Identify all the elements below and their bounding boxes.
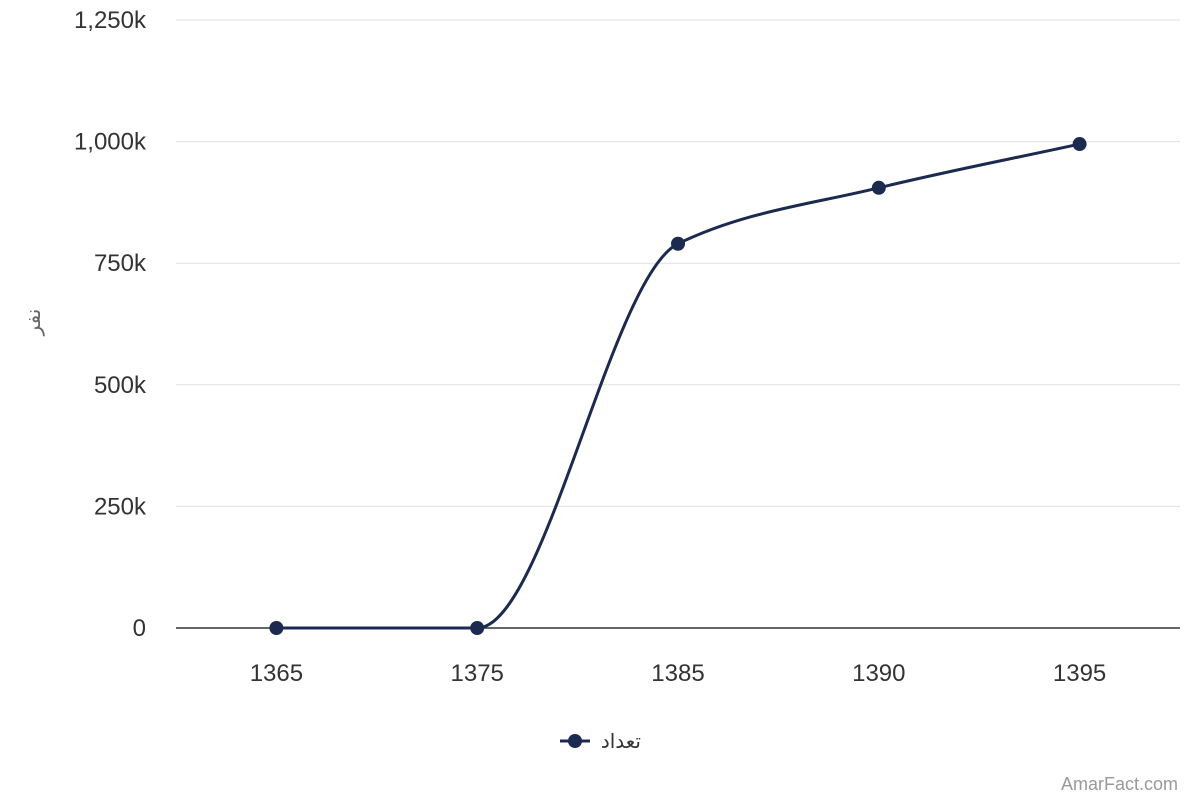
legend-marker-icon xyxy=(568,734,582,748)
x-tick-label: 1395 xyxy=(1053,660,1106,687)
data-point[interactable] xyxy=(1072,137,1087,152)
y-tick-label: 750k xyxy=(94,250,147,277)
x-tick-label: 1390 xyxy=(852,660,905,687)
series-line xyxy=(276,142,1080,630)
data-point[interactable] xyxy=(871,180,886,195)
y-axis-ticks: 0 250k 500k 750k 1,000k 1,250k xyxy=(74,7,147,642)
y-tick-label: 250k xyxy=(94,493,147,520)
legend[interactable]: تعداد xyxy=(560,731,641,753)
data-points xyxy=(269,137,1087,635)
y-tick-label: 0 xyxy=(133,615,146,642)
x-axis-ticks: 1365 1375 1385 1390 1395 xyxy=(250,660,1107,687)
y-tick-label: 1,000k xyxy=(74,129,147,156)
y-axis-label: نفر xyxy=(23,309,45,337)
y-tick-label: 1,250k xyxy=(74,7,147,34)
x-tick-label: 1375 xyxy=(451,660,504,687)
credit-link[interactable]: AmarFact.com xyxy=(1061,774,1178,794)
y-tick-label: 500k xyxy=(94,372,147,399)
data-point[interactable] xyxy=(671,236,685,251)
data-point[interactable] xyxy=(269,621,284,635)
legend-item-label: تعداد xyxy=(601,731,641,753)
x-tick-label: 1365 xyxy=(250,660,303,687)
grid-lines xyxy=(176,19,1180,629)
data-point[interactable] xyxy=(470,621,485,635)
series-line-layer xyxy=(276,142,1080,630)
x-tick-label: 1385 xyxy=(651,660,704,687)
